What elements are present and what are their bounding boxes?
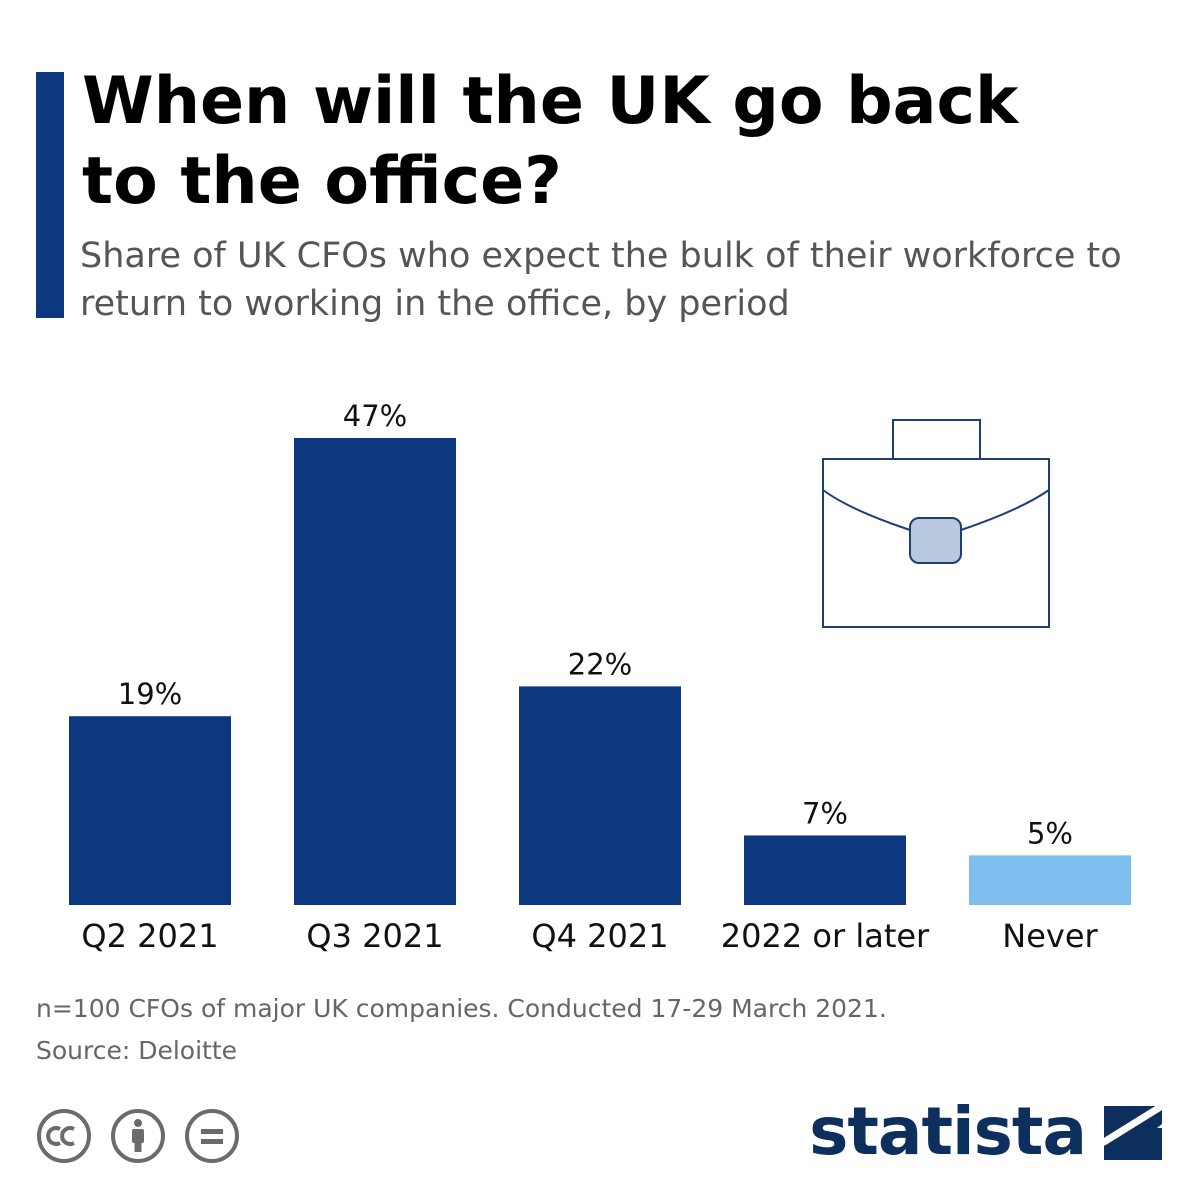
statista-brand[interactable]: statista — [809, 1096, 1164, 1168]
no-derivatives-icon[interactable] — [184, 1108, 240, 1164]
data-label-0: 19% — [118, 677, 182, 711]
license-icons — [36, 1108, 240, 1164]
data-label-1: 47% — [343, 399, 407, 433]
bar-0[interactable] — [69, 716, 231, 905]
category-label-4: Never — [1002, 917, 1098, 955]
bar-1[interactable] — [294, 438, 456, 905]
attribution-icon[interactable] — [110, 1108, 166, 1164]
category-label-3: 2022 or later — [721, 917, 930, 955]
cc-icon[interactable] — [36, 1108, 92, 1164]
data-label-4: 5% — [1027, 816, 1073, 850]
briefcase-clasp — [909, 517, 962, 564]
statista-logo-text: statista — [809, 1093, 1087, 1170]
title-accent-bar — [36, 72, 64, 318]
footnote-note: n=100 CFOs of major UK companies. Conduc… — [36, 994, 887, 1023]
briefcase-icon — [822, 419, 1050, 628]
footnote-source: Source: Deloitte — [36, 1036, 238, 1065]
briefcase-flap — [822, 489, 1050, 531]
bar-3[interactable] — [744, 835, 906, 905]
data-label-2: 22% — [568, 647, 632, 681]
footnote: n=100 CFOs of major UK companies. Conduc… — [36, 988, 1166, 1072]
statista-logo-icon — [1102, 1103, 1164, 1160]
category-label-1: Q3 2021 — [306, 917, 443, 955]
bar-4[interactable] — [969, 855, 1131, 905]
category-label-0: Q2 2021 — [81, 917, 218, 955]
data-label-3: 7% — [802, 796, 848, 830]
chart-title: When will the UK go back to the office? — [82, 64, 1019, 219]
category-label-2: Q4 2021 — [531, 917, 668, 955]
briefcase-handle — [892, 419, 981, 460]
bar-2[interactable] — [519, 686, 681, 905]
bar-chart: 19% Q2 2021 47% Q3 2021 22% Q4 2021 7% 2022 or … — [69, 399, 1131, 955]
bars-layer: 19% Q2 2021 47% Q3 2021 22% Q4 2021 7% 2022 or … — [69, 399, 1131, 955]
chart-subtitle: Share of UK CFOs who expect the bulk of … — [80, 236, 1122, 324]
